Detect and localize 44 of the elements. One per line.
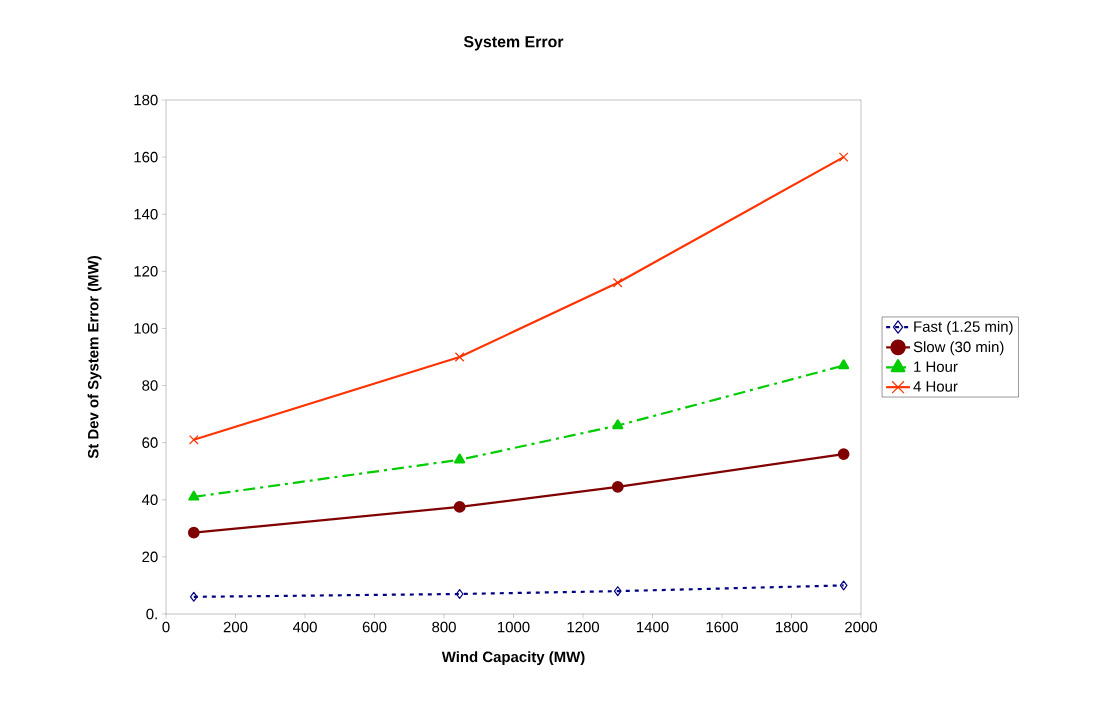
y-axis-title: St Dev of System Error (MW) <box>87 256 102 459</box>
point <box>837 448 850 460</box>
x-tick-label: 400 <box>292 621 317 633</box>
point <box>613 586 622 597</box>
x-tick-label: 1800 <box>776 621 808 633</box>
x-tick-label: 1000 <box>498 621 530 633</box>
x-tick-label: 1200 <box>567 621 600 633</box>
chart-title: System Error <box>463 36 564 51</box>
point <box>612 277 623 288</box>
legend-label: 4 Hour <box>913 381 958 392</box>
y-tick-label: 160 <box>134 151 158 163</box>
point <box>189 591 198 602</box>
point <box>839 580 848 591</box>
point <box>454 352 465 362</box>
y-tick-label: 0. <box>146 608 157 620</box>
y-tick-label: 140 <box>134 208 158 220</box>
point <box>455 589 464 599</box>
point <box>838 152 849 162</box>
x-axis-title: Wind Capacity (MW) <box>441 651 585 666</box>
point <box>611 481 624 493</box>
y-tick-label: 20 <box>142 551 158 563</box>
x-tick-label: 1400 <box>637 621 669 633</box>
x-tick-label: 0 <box>162 621 170 633</box>
y-tick-label: 100 <box>134 323 158 334</box>
x-tick-label: 800 <box>432 621 456 633</box>
legend-label: Fast (1.25 min) <box>914 320 1013 335</box>
x-tick-label: 200 <box>223 621 248 633</box>
point <box>453 501 466 513</box>
y-tick-label: 180 <box>134 94 158 106</box>
point <box>838 359 850 370</box>
point <box>188 434 199 445</box>
x-tick-label: 600 <box>362 621 387 633</box>
x-tick-label: 2000 <box>845 621 878 633</box>
point <box>454 453 466 464</box>
point <box>187 526 200 539</box>
y-tick-label: 40 <box>141 494 158 506</box>
point <box>188 490 200 501</box>
y-tick-label: 120 <box>134 266 158 277</box>
point <box>612 419 624 430</box>
y-tick-label: 60 <box>142 437 158 448</box>
legend-label: Slow (30 min) <box>913 341 1004 356</box>
legend-label: 1 Hour <box>914 361 958 372</box>
y-tick-label: 80 <box>142 380 158 391</box>
x-tick-label: 1600 <box>706 621 739 633</box>
